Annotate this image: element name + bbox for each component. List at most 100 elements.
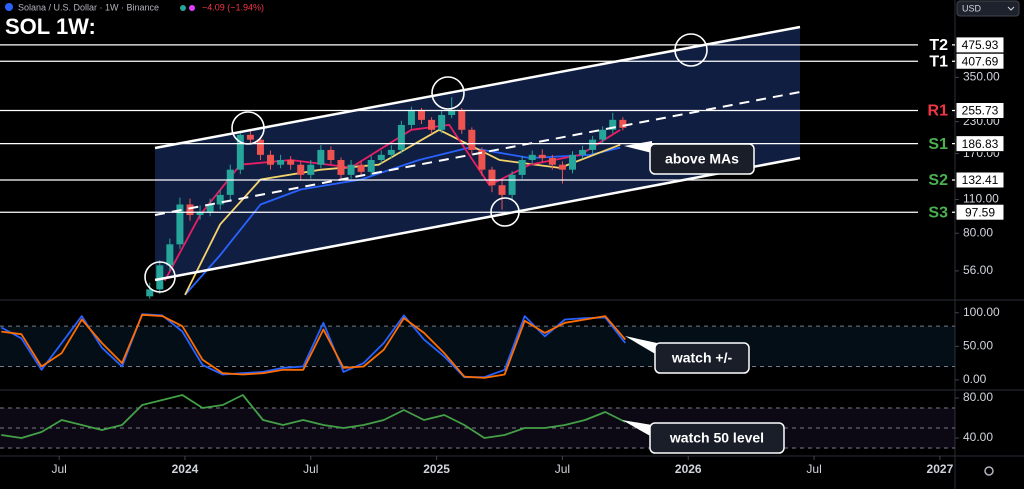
channel-mid — [154, 91, 801, 216]
candle-body — [216, 194, 224, 205]
settings-icon[interactable] — [984, 466, 994, 476]
candle-body — [287, 160, 295, 165]
currency-select[interactable] — [956, 0, 1020, 17]
candle-body — [307, 164, 315, 175]
dropdown-arrow[interactable] — [1007, 6, 1015, 11]
candle-body — [226, 169, 234, 195]
candle-body — [589, 139, 597, 150]
candle-body — [277, 160, 285, 165]
callout-box — [649, 422, 785, 454]
level-value-box — [955, 171, 1005, 189]
status-dot — [189, 5, 195, 11]
currency-label[interactable]: USD — [962, 3, 982, 13]
candle-body — [176, 204, 184, 245]
candle-body — [337, 160, 345, 175]
candle-body — [599, 129, 607, 140]
symbol-icon — [5, 3, 13, 11]
level-value: 475.93 — [962, 38, 999, 52]
candle-body — [498, 185, 506, 195]
y-tick-label: 80.00 — [963, 390, 993, 404]
channel-upper — [154, 25, 801, 150]
candle-body — [196, 211, 204, 216]
callout-box — [649, 143, 755, 175]
candle-body — [558, 164, 566, 170]
x-tick-label: Jul — [806, 462, 821, 476]
level-label-bg — [918, 170, 952, 189]
level-label: S2 — [928, 172, 948, 189]
indicator-line — [1, 313, 626, 379]
candle-body — [579, 149, 587, 155]
candle-body — [246, 134, 254, 140]
indicator-line — [0, 313, 627, 379]
candle-body — [448, 109, 456, 116]
candle-body — [548, 158, 556, 165]
callout-text: watch +/- — [671, 350, 733, 366]
x-tick-label: Jul — [51, 462, 66, 476]
level-value-box — [955, 135, 1005, 153]
level-label: R1 — [928, 103, 949, 120]
level-value: 132.41 — [962, 173, 999, 187]
candle-body — [468, 129, 476, 150]
candle-body — [146, 289, 154, 297]
highlight-circle — [231, 111, 265, 145]
candle-body — [508, 174, 516, 195]
chart-title: SOL 1W: — [5, 14, 96, 39]
y-tick-label: 40.00 — [963, 430, 993, 444]
candle-body — [438, 115, 446, 130]
candle-body — [156, 265, 164, 290]
y-tick-label: 56.00 — [963, 263, 993, 277]
level-value-box — [955, 203, 1005, 221]
level-value: 407.69 — [962, 54, 999, 68]
level-label-bg — [918, 134, 952, 153]
level-label: S3 — [928, 204, 948, 221]
level-value: 255.73 — [962, 104, 999, 118]
candle-body — [347, 164, 355, 175]
level-value-box — [955, 52, 1005, 70]
callout-text: watch 50 level — [669, 430, 764, 446]
candle-body — [236, 134, 244, 170]
candle-body — [407, 109, 415, 125]
candle-body — [458, 109, 466, 130]
band-fill — [0, 326, 955, 367]
candle-body — [538, 154, 546, 159]
candle-body — [397, 124, 405, 150]
x-tick-label: Jul — [555, 462, 570, 476]
candle-body — [428, 119, 436, 130]
y-tick-label: 110.00 — [963, 192, 999, 206]
level-label-bg — [918, 203, 952, 222]
candle-body — [418, 109, 426, 120]
candle-body — [267, 154, 275, 165]
level-label-bg — [918, 35, 952, 54]
level-value: 97.59 — [965, 205, 995, 219]
status-dot — [180, 5, 186, 11]
level-label: S1 — [928, 136, 948, 153]
symbol-info: Solana / U.S. Dollar · 1W · Binance — [18, 2, 159, 12]
x-tick-label: 2025 — [423, 462, 450, 476]
highlight-circle — [490, 197, 520, 227]
callout-box — [654, 342, 750, 374]
highlight-circle — [674, 33, 708, 67]
candle-body — [619, 119, 627, 128]
candle-body — [377, 154, 385, 161]
candle-body — [488, 169, 496, 186]
x-tick-label: 2024 — [172, 462, 199, 476]
highlight-circle — [431, 76, 465, 110]
candle-body — [327, 149, 335, 161]
candle-body — [357, 164, 365, 172]
indicator-line — [1, 394, 626, 439]
y-tick-label: 350.00 — [963, 70, 1000, 84]
callout-pointer — [625, 336, 657, 355]
moving-average — [184, 128, 621, 296]
level-label-bg — [918, 101, 952, 120]
candle-body — [518, 160, 526, 175]
y-tick-label: 80.00 — [963, 225, 993, 239]
candle-body — [478, 149, 486, 170]
x-tick-label: 2027 — [927, 462, 954, 476]
candle-body — [367, 160, 375, 172]
callout-text: above MAs — [665, 151, 739, 167]
candle-body — [206, 204, 214, 212]
candle-body — [387, 149, 395, 155]
callout-pointer — [624, 141, 652, 153]
